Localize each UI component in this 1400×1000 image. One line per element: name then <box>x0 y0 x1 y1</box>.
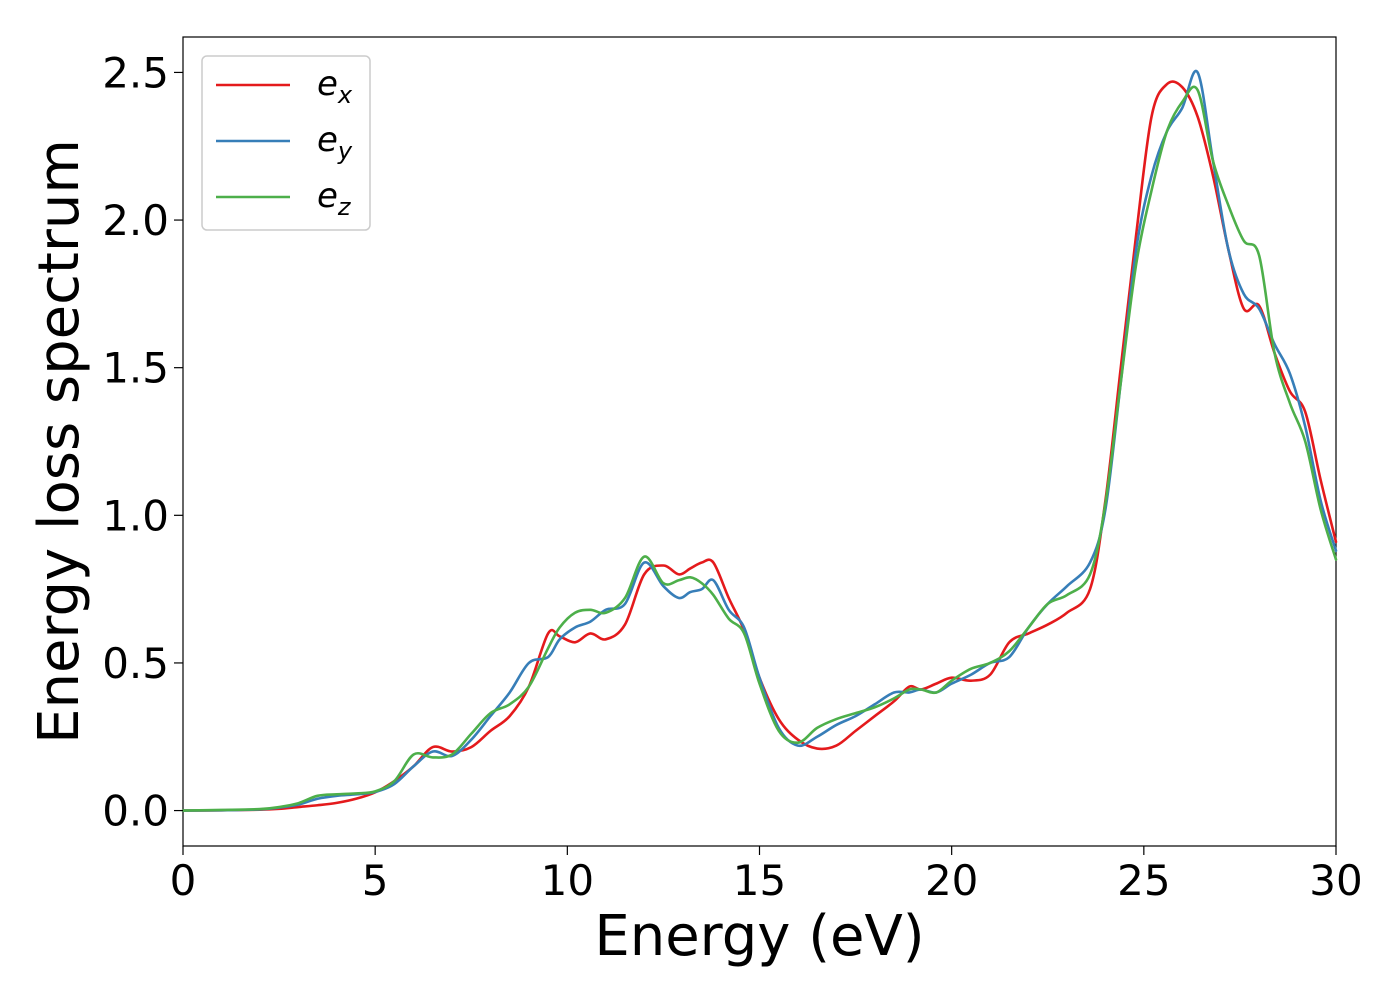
x-tick-label: 20 <box>925 856 978 905</box>
series-layer <box>181 69 1338 812</box>
x-tick-label: 0 <box>170 856 197 905</box>
y-axis-title: Energy loss spectrum <box>27 139 92 744</box>
x-tick-label: 30 <box>1309 856 1362 905</box>
x-tick-label: 5 <box>362 856 389 905</box>
x-axis-title: Energy (eV) <box>594 904 924 969</box>
y-tick-label: 0.0 <box>102 787 169 836</box>
y-tick-label: 0.5 <box>102 639 169 688</box>
y-tick-label: 1.0 <box>102 491 169 540</box>
y-tick-label: 1.5 <box>102 344 169 393</box>
y-tick-label: 2.0 <box>102 196 169 245</box>
series-line-ez <box>181 85 1338 812</box>
x-tick-label: 15 <box>733 856 786 905</box>
y-tick-label: 2.5 <box>102 48 169 97</box>
y-axis-ticks: 0.0 0.5 1.0 1.5 2.0 2.5 <box>102 48 183 836</box>
x-tick-label: 25 <box>1117 856 1170 905</box>
x-axis-ticks: 0 5 10 15 20 25 30 <box>170 846 1363 905</box>
x-tick-label: 10 <box>541 856 594 905</box>
series-line-ey <box>181 69 1338 812</box>
legend-box <box>201 55 371 231</box>
